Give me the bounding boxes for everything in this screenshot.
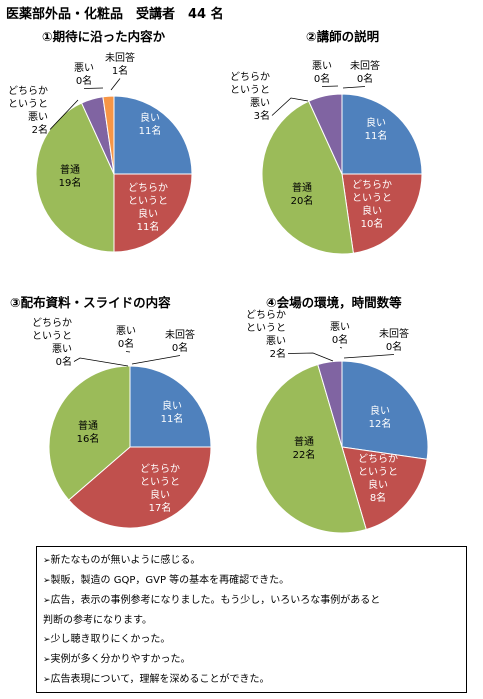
leader-line-somewhat-bad — [287, 352, 334, 362]
data-label-somewhat-good: どちらかというと良い 17名 — [140, 463, 180, 514]
comment-text: 広告，表示の事例参考になりました。もう少し，いろいろな事例があると 判断の参考に… — [43, 595, 381, 626]
arrow-bullet-icon: ➢ — [43, 675, 51, 685]
pie-slice-normal — [261, 100, 354, 255]
data-label-somewhat-bad: どちらかというと悪い 3名 — [230, 71, 270, 122]
leader-line-somewhat-bad — [49, 99, 79, 130]
arrow-bullet-icon: ➢ — [43, 556, 51, 566]
pie-slice-somewhat-good — [113, 173, 193, 253]
chart-title: ①期待に沿った内容か — [42, 29, 166, 44]
data-label-good: 良い 11名 — [139, 111, 162, 137]
comment-text: 実例が多く分かりやすかった。 — [50, 654, 191, 665]
data-label-good: 良い 11名 — [161, 399, 184, 425]
leader-line-somewhat-bad — [271, 97, 309, 116]
pie-slice-good — [113, 95, 193, 175]
data-label-somewhat-good: どちらかというと良い 10名 — [352, 179, 392, 230]
data-label-good: 良い 12名 — [369, 404, 392, 430]
chart-title: ③配布資料・スライドの内容 — [10, 295, 171, 310]
data-label-somewhat-good: どちらかというと良い 8名 — [358, 453, 398, 504]
data-label-no-answer: 未回答 0名 — [379, 327, 409, 353]
data-label-somewhat-bad: どちらかというと悪い 0名 — [32, 317, 72, 368]
data-label-bad: 悪い 0名 — [74, 62, 94, 87]
data-label-bad: 悪い 0名 — [312, 60, 332, 85]
data-label-somewhat-good: どちらかというと良い 11名 — [128, 182, 168, 233]
pie-slice-somewhat-good — [68, 446, 212, 529]
data-label-bad: 悪い 0名 — [330, 321, 350, 346]
data-label-normal: 普通 22名 — [293, 435, 316, 461]
leader-line-no-answer — [131, 355, 181, 365]
pie-slice-somewhat-good — [341, 446, 428, 531]
chart-1: ①期待に沿った内容か 良い 11名どちらかというと良い 11名 普通 19名 どちらかとい… — [0, 24, 240, 254]
data-label-somewhat-bad: どちらかというと悪い 2名 — [246, 309, 286, 360]
comment-item: ➢実例が多く分かりやすかった。 — [43, 650, 460, 670]
data-label-normal: 普通 20名 — [291, 181, 314, 207]
leader-line-bad — [339, 347, 343, 349]
pie-slice-good — [129, 365, 212, 448]
pie-slice-no-answer — [102, 95, 115, 175]
page-title: 医薬部外品・化粧品 受講者 44 名 — [6, 7, 224, 22]
data-label-no-answer: 未回答 0名 — [350, 59, 380, 85]
comment-text: 新たなものが無いように感じる。 — [50, 555, 201, 566]
leader-line-bad — [83, 87, 104, 89]
data-label-somewhat-bad: どちらかというと悪い 2名 — [8, 85, 48, 136]
pie-slice-somewhat-bad — [308, 93, 343, 175]
leader-line-bad — [321, 85, 339, 87]
chart-3: ③配布資料・スライドの内容 良い 11名どちらかというと良い 17名 普通 16名 どちら… — [0, 290, 240, 540]
pie-slice-normal — [35, 102, 115, 253]
arrow-bullet-icon: ➢ — [43, 655, 51, 665]
comment-text: 広告表現について，理解を深めることができた。 — [50, 674, 270, 685]
data-label-normal: 普通 19名 — [59, 163, 82, 189]
data-label-no-answer: 未回答 0名 — [165, 328, 195, 354]
comment-item: ➢広告表現について，理解を深めることができた。 — [43, 670, 460, 690]
chart-2: ②講師の説明 良い 11名どちらかというと良い 10名 普通 20名 どちらかというと悪い… — [230, 24, 483, 255]
comment-text: 製販，製造の GQP，GVP 等の基本を再確認できた。 — [50, 575, 290, 586]
leader-line-somewhat-bad — [73, 357, 129, 367]
comment-item: ➢新たなものが無いように感じる。 — [43, 551, 460, 571]
pie-slice-somewhat-bad — [317, 360, 343, 448]
pie-slice-good — [341, 93, 423, 175]
comment-text: 少し聴き取りにくかった。 — [50, 634, 171, 645]
pie-slice-normal — [48, 365, 131, 501]
data-label-good: 良い 11名 — [365, 116, 388, 142]
comment-item: ➢少し聴き取りにくかった。 — [43, 630, 460, 650]
leader-line-no-answer — [343, 354, 395, 359]
arrow-bullet-icon: ➢ — [43, 576, 51, 586]
chart-4: ④会場の環境，時間数等 良い 12名どちらかというと良い 8名 普通 22名 どちらかとい… — [240, 290, 483, 540]
arrow-bullet-icon: ➢ — [43, 635, 51, 645]
leader-line-no-answer — [342, 86, 366, 89]
comment-item: ➢製販，製造の GQP，GVP 等の基本を再確認できた。 — [43, 571, 460, 591]
leader-line-bad — [125, 351, 131, 353]
chart-title: ④会場の環境，時間数等 — [266, 295, 402, 310]
pie-slice-good — [341, 360, 429, 460]
comment-item: ➢広告，表示の事例参考になりました。もう少し，いろいろな事例があると 判断の参考… — [43, 591, 460, 630]
data-label-bad: 悪い 0名 — [116, 325, 136, 350]
leader-line-no-answer — [110, 78, 121, 91]
pie-slice-normal — [255, 363, 367, 534]
arrow-bullet-icon: ➢ — [43, 596, 51, 606]
comments-box: ➢新たなものが無いように感じる。 ➢製販，製造の GQP，GVP 等の基本を再確… — [36, 546, 467, 693]
chart-title: ②講師の説明 — [306, 29, 380, 44]
data-label-normal: 普通 16名 — [77, 419, 100, 445]
pie-slice-somewhat-good — [341, 173, 423, 254]
data-label-no-answer: 未回答 1名 — [105, 51, 135, 77]
